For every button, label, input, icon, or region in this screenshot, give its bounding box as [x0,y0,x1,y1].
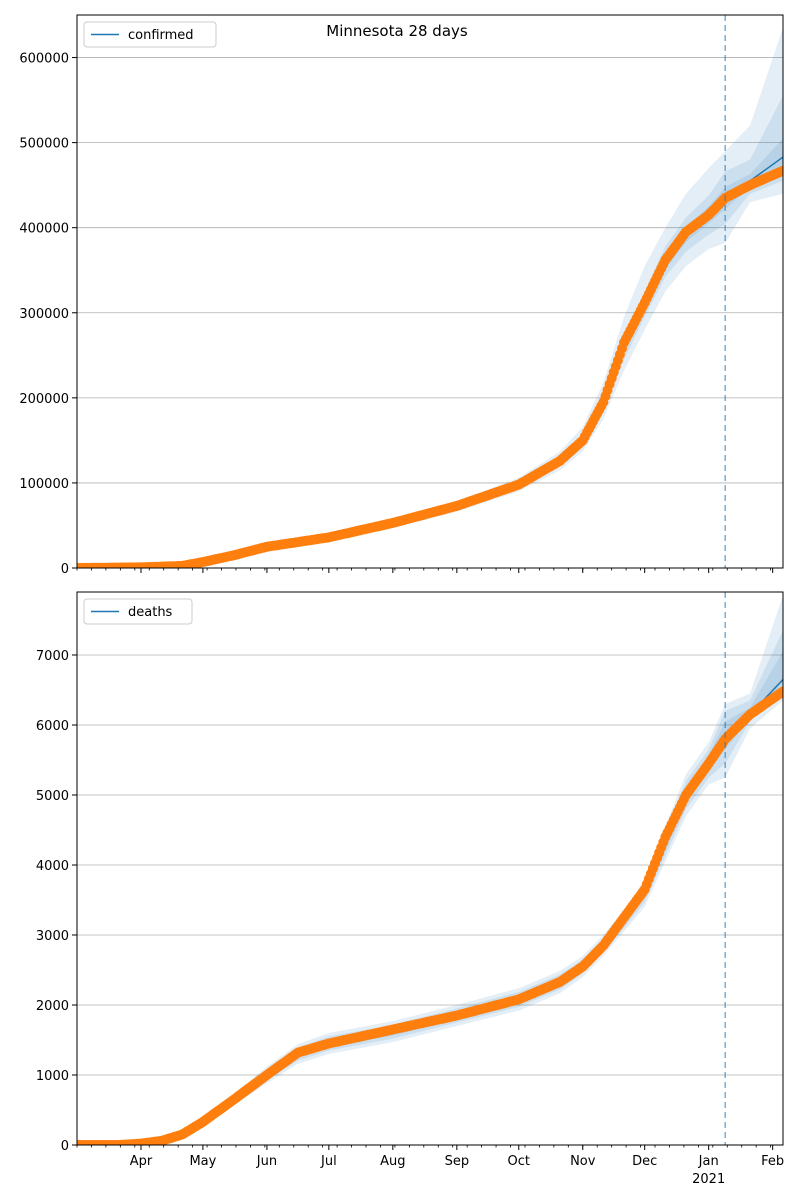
legend: confirmed [83,21,217,48]
y-tick-label: 100000 [19,477,69,492]
confirmed-panel: 0 100000 200000 300000 400000 500000 600000 con… [19,14,784,577]
y-tick-label: 7000 [36,649,69,664]
x-tick-label: May [189,1154,216,1169]
y-tick-label: 0 [61,1139,69,1154]
y-tick-label: 300000 [19,307,69,322]
x-tick-label: Jun [256,1154,277,1169]
x-tick-label: Jan [698,1154,719,1169]
x-tick-label: Feb [761,1154,784,1169]
y-tick-label: 4000 [36,859,69,874]
legend: deaths [83,598,193,625]
y-tick-label: 200000 [19,392,69,407]
legend-label: deaths [128,605,173,620]
x-tick-label: Sep [445,1154,470,1169]
x-tick-label: Nov [570,1154,596,1169]
data-point [778,686,783,697]
y-tick-label: 2000 [36,999,69,1014]
y-tick-label: 600000 [19,52,69,67]
chart-title: Minnesota 28 days [326,22,468,40]
y-tick-label: 5000 [36,789,69,804]
x-tick-label: Oct [508,1154,530,1169]
legend-box [83,21,217,48]
deaths-panel: 0 1000 2000 3000 4000 5000 6000 7000 Apr May Jun Ju… [36,591,784,1187]
confidence-band [77,27,783,568]
observed-points [77,165,783,568]
axes-frame [76,14,784,569]
data-point [778,165,783,176]
observed-points [77,686,783,1145]
x-tick-year-label: 2021 [692,1172,725,1187]
y-tick-label: 500000 [19,137,69,152]
axes-frame [76,591,784,1146]
x-tick-label: Jul [320,1154,337,1169]
y-tick-label: 3000 [36,929,69,944]
y-tick-label: 6000 [36,719,69,734]
plot-area [77,595,783,1145]
y-tick-label: 1000 [36,1069,69,1084]
plot-area [77,27,783,568]
y-tick-label: 400000 [19,222,69,237]
y-tick-label: 0 [61,562,69,577]
legend-box [83,598,193,625]
x-tick-label: Dec [632,1154,657,1169]
legend-label: confirmed [128,28,194,43]
x-tick-label: Apr [130,1154,153,1169]
x-tick-label: Aug [380,1154,405,1169]
